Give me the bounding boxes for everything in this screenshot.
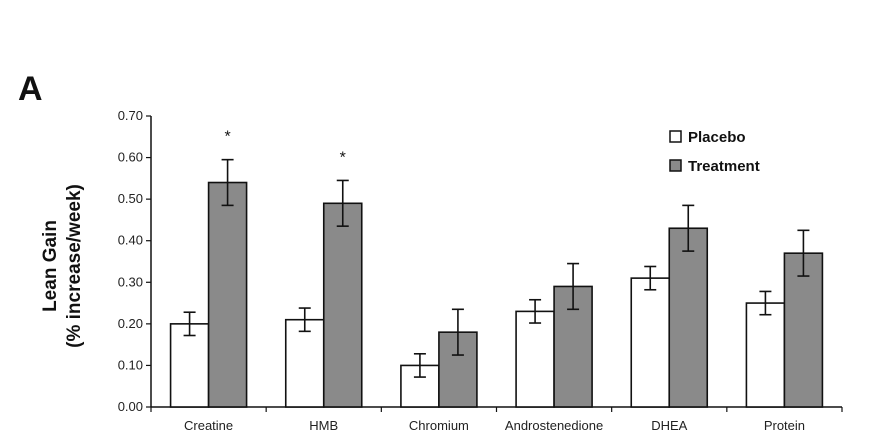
bar-placebo bbox=[169, 323, 210, 408]
y-axis-title-line2: (% increase/week) bbox=[64, 184, 85, 348]
x-tick-label: Creatine bbox=[184, 418, 233, 433]
y-tick-label: 0.30 bbox=[118, 274, 143, 289]
y-tick-label: 0.40 bbox=[118, 233, 143, 248]
legend: Placebo Treatment bbox=[669, 129, 760, 175]
significance-marker: * bbox=[224, 129, 230, 146]
y-tick-label: 0.20 bbox=[118, 316, 143, 331]
bar-treatment bbox=[783, 252, 824, 408]
bar-placebo bbox=[515, 310, 555, 408]
x-tick-label: Androstenedione bbox=[505, 418, 603, 433]
x-tick-label: HMB bbox=[309, 418, 338, 433]
bar-treatment bbox=[322, 202, 363, 408]
y-axis-title-line1: Lean Gain bbox=[40, 220, 61, 312]
y-axis-title: Lean Gain (% increase/week) bbox=[40, 184, 85, 348]
y-tick-label: 0.70 bbox=[118, 108, 143, 123]
legend-label-treatment: Treatment bbox=[688, 158, 760, 175]
x-tick-label: Chromium bbox=[409, 418, 469, 433]
y-tick-label: 0.50 bbox=[118, 191, 143, 206]
legend-swatch-placebo bbox=[669, 130, 682, 143]
bar-placebo bbox=[630, 277, 671, 408]
bar-placebo bbox=[284, 318, 325, 408]
bar-treatment bbox=[207, 181, 248, 408]
y-tick-label: 0.60 bbox=[118, 150, 143, 165]
legend-label-placebo: Placebo bbox=[688, 129, 746, 146]
bar-placebo bbox=[745, 302, 786, 408]
significance-marker: * bbox=[340, 149, 346, 166]
plot-area: 0.00 0.10 0.20 0.30 0.40 0.50 0.60 0.70 Creatine… bbox=[118, 108, 843, 433]
x-tick-label: DHEA bbox=[651, 418, 687, 433]
y-tick-label: 0.10 bbox=[118, 357, 143, 372]
panel-label: A bbox=[18, 70, 43, 108]
legend-swatch-treatment bbox=[669, 159, 682, 172]
bar-treatment bbox=[668, 227, 709, 408]
x-tick-label: Protein bbox=[764, 418, 805, 433]
y-tick-label: 0.00 bbox=[118, 399, 143, 414]
